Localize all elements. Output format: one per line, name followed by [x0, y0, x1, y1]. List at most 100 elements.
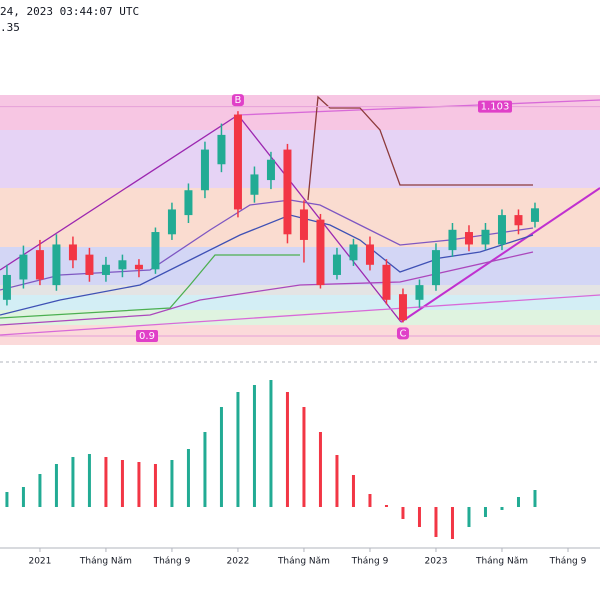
histogram-bar [335, 455, 339, 507]
histogram-bar [516, 497, 520, 507]
histogram-bar [533, 490, 537, 507]
histogram-bar [87, 454, 91, 507]
wave-label-box [396, 327, 409, 340]
histogram-bar [219, 407, 223, 507]
ma-line [0, 254, 300, 319]
fib-band [0, 247, 600, 285]
histogram-bar [450, 507, 454, 539]
histogram-bar [417, 507, 421, 527]
candle-body [250, 174, 259, 195]
histogram-bar [384, 505, 388, 507]
histogram-bar [401, 507, 405, 519]
x-tick-label: 2023 [425, 557, 448, 567]
candle-body [134, 264, 143, 270]
candle-body [283, 149, 292, 235]
histogram-bar [21, 487, 25, 507]
candle-body [349, 244, 358, 261]
fib-bands [0, 95, 600, 345]
fib-label-box [136, 329, 158, 342]
x-tick-label: Tháng Năm [79, 557, 132, 567]
histogram-bar [170, 460, 174, 507]
histogram-bar [54, 464, 58, 507]
x-tick-label: Tháng 9 [153, 557, 191, 567]
x-tick-label: Tháng Năm [475, 557, 528, 567]
candle-body [382, 264, 391, 300]
histogram-bar [434, 507, 438, 537]
trend-line [237, 114, 402, 323]
histogram-bar [186, 449, 190, 507]
candle-body [52, 244, 61, 286]
histogram-bar [500, 507, 504, 510]
histogram-bar [203, 432, 207, 507]
histogram-bar [467, 507, 471, 527]
candle-body [2, 274, 11, 300]
candle-body [167, 209, 176, 235]
candle-body [299, 209, 308, 240]
candle-body [151, 232, 160, 270]
channel-line [237, 99, 600, 116]
candle-body [448, 229, 457, 251]
histogram-bar [137, 462, 141, 507]
histogram-bar [318, 432, 322, 507]
histogram-bar [5, 492, 9, 507]
fib-band [0, 325, 600, 345]
ma-line [307, 95, 533, 201]
histogram-bar [351, 475, 355, 507]
histogram-bar [120, 460, 124, 507]
histogram-bar [38, 474, 42, 507]
histogram-bar [153, 464, 157, 507]
candle-body [481, 229, 490, 245]
histogram-bar [269, 380, 273, 507]
histogram-bar [252, 385, 256, 507]
histogram-bar [236, 392, 240, 507]
fib-label: 0.9 [139, 331, 155, 342]
candle-body [332, 254, 341, 275]
candle-body [497, 215, 506, 245]
histogram-bar [71, 457, 75, 507]
candle-body [514, 215, 523, 226]
candle-body [233, 114, 242, 210]
histogram-bar [302, 407, 306, 507]
candle-body [398, 294, 407, 321]
x-tick-label: Tháng 9 [351, 557, 389, 567]
candle-body [200, 149, 209, 191]
candle-body [415, 285, 424, 300]
header-time: 24, 2023 03:44:07 UTC [0, 5, 139, 18]
candle-body [118, 260, 127, 270]
fib-label-box [478, 100, 512, 113]
candle-body [464, 232, 473, 245]
x-tick-label: 2021 [28, 557, 51, 567]
candle-body [68, 244, 77, 261]
histogram-bar [285, 392, 289, 507]
candle-body [19, 254, 28, 280]
candle-body [431, 250, 440, 286]
fib-band [0, 295, 600, 310]
candle-body [85, 254, 94, 275]
wave-label: B [235, 95, 242, 106]
x-tick-label: Tháng 9 [549, 557, 587, 567]
candle-body [35, 250, 44, 280]
histogram-bar [368, 494, 372, 507]
candle-body [101, 264, 110, 275]
fib-band [0, 285, 600, 295]
ma-line [0, 214, 534, 316]
wave-label-box [231, 94, 244, 107]
wave-label: C [399, 328, 406, 339]
candle-body [266, 159, 275, 181]
x-tick-label: 2022 [227, 557, 250, 567]
candle-body [530, 208, 539, 222]
histogram-bar [483, 507, 487, 517]
candle-body [316, 219, 325, 286]
candle-body [184, 190, 193, 216]
fib-band [0, 130, 600, 188]
x-tick-label: Tháng Năm [277, 557, 330, 567]
candle-body [217, 134, 226, 165]
channel-line [0, 294, 600, 336]
candle-body [365, 244, 374, 265]
trend-line [400, 187, 600, 323]
ma-line [0, 251, 534, 326]
fib-label: 1.103 [481, 102, 510, 113]
header-price: .35 [0, 21, 20, 34]
fib-band [0, 310, 600, 325]
